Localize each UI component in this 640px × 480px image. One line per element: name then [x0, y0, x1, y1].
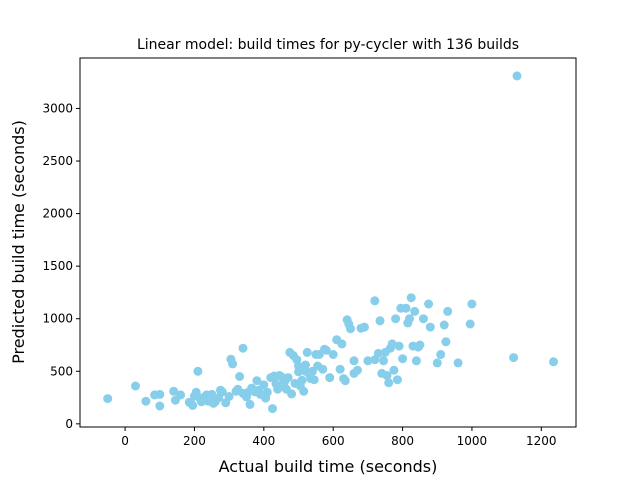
- y-tick-label: 0: [65, 417, 73, 431]
- y-tick-label: 1500: [42, 259, 73, 273]
- data-point: [287, 389, 297, 399]
- data-point: [228, 359, 238, 369]
- y-tick-label: 500: [50, 364, 73, 378]
- data-point: [425, 322, 435, 332]
- data-point: [398, 354, 408, 364]
- data-point: [387, 339, 397, 349]
- data-point: [379, 356, 388, 366]
- y-tick-label: 3000: [42, 101, 73, 115]
- data-point: [245, 399, 255, 409]
- data-point: [512, 71, 522, 81]
- data-point: [392, 375, 402, 385]
- data-point: [346, 324, 355, 334]
- data-point: [465, 319, 475, 329]
- data-point: [176, 390, 186, 400]
- data-point: [353, 365, 362, 375]
- x-tick-label: 0: [121, 434, 129, 448]
- data-point: [301, 366, 310, 376]
- data-point: [268, 404, 277, 414]
- data-point: [301, 360, 310, 370]
- data-point: [410, 306, 420, 316]
- data-point: [302, 347, 312, 357]
- data-point: [238, 343, 248, 353]
- data-point: [370, 296, 380, 306]
- data-point: [443, 306, 453, 316]
- x-axis-label: Actual build time (seconds): [219, 457, 438, 476]
- data-point: [436, 350, 446, 359]
- data-point: [401, 303, 411, 313]
- data-point: [411, 356, 421, 366]
- data-point: [424, 299, 434, 309]
- data-point: [297, 375, 307, 385]
- data-point: [549, 357, 558, 367]
- data-point: [188, 400, 198, 410]
- x-tick-label: 1200: [526, 434, 557, 448]
- data-point: [337, 339, 347, 349]
- x-tick-label: 800: [391, 434, 414, 448]
- data-point: [252, 376, 262, 386]
- data-point: [391, 314, 401, 324]
- data-point: [349, 356, 359, 366]
- data-point: [103, 394, 113, 404]
- x-axis-ticks: 0 200 400 600 800 1000 1200: [121, 427, 557, 448]
- data-point: [340, 376, 350, 386]
- data-point: [207, 389, 217, 399]
- data-point: [141, 396, 151, 406]
- data-point: [155, 401, 165, 411]
- data-point: [299, 386, 309, 396]
- data-point: [375, 316, 385, 326]
- data-point: [453, 358, 463, 368]
- data-point: [131, 381, 140, 391]
- data-point: [321, 345, 331, 355]
- data-point: [382, 371, 392, 380]
- y-tick-label: 2000: [42, 207, 73, 221]
- data-point: [224, 392, 234, 401]
- data-point: [335, 364, 345, 374]
- data-point: [217, 387, 227, 397]
- data-point: [309, 375, 319, 385]
- data-point: [283, 373, 293, 383]
- data-point: [384, 378, 394, 388]
- data-point: [389, 365, 399, 375]
- x-tick-label: 400: [252, 434, 275, 448]
- data-point: [363, 356, 373, 366]
- data-point: [359, 322, 369, 332]
- data-point: [415, 340, 425, 350]
- chart-title: Linear model: build times for py-cycler …: [137, 37, 519, 53]
- data-point: [259, 380, 269, 390]
- data-point: [169, 386, 179, 396]
- x-tick-label: 1000: [457, 434, 488, 448]
- data-point: [235, 372, 245, 381]
- data-point: [432, 358, 442, 368]
- data-point: [467, 299, 477, 309]
- y-axis-label: Predicted build time (seconds): [9, 120, 28, 364]
- data-point: [405, 314, 414, 324]
- data-point: [325, 373, 335, 383]
- x-tick-label: 600: [322, 434, 345, 448]
- plot-frame: [79, 57, 577, 428]
- data-point: [394, 341, 404, 351]
- y-tick-label: 1000: [42, 312, 73, 326]
- data-point: [193, 366, 203, 376]
- data-point: [439, 320, 449, 330]
- y-axis-ticks: 0 500 1000 1500 2000 2500 3000: [42, 101, 80, 431]
- data-point: [418, 314, 428, 324]
- data-point: [328, 350, 338, 359]
- data-point: [313, 361, 323, 371]
- data-point: [370, 355, 380, 365]
- data-point: [441, 337, 451, 347]
- data-points: [103, 71, 558, 414]
- data-point: [509, 353, 519, 363]
- data-point: [294, 361, 303, 371]
- data-point: [262, 387, 272, 397]
- y-tick-label: 2500: [42, 154, 73, 168]
- data-point: [406, 293, 416, 303]
- x-tick-label: 200: [183, 434, 206, 448]
- data-point: [155, 389, 165, 399]
